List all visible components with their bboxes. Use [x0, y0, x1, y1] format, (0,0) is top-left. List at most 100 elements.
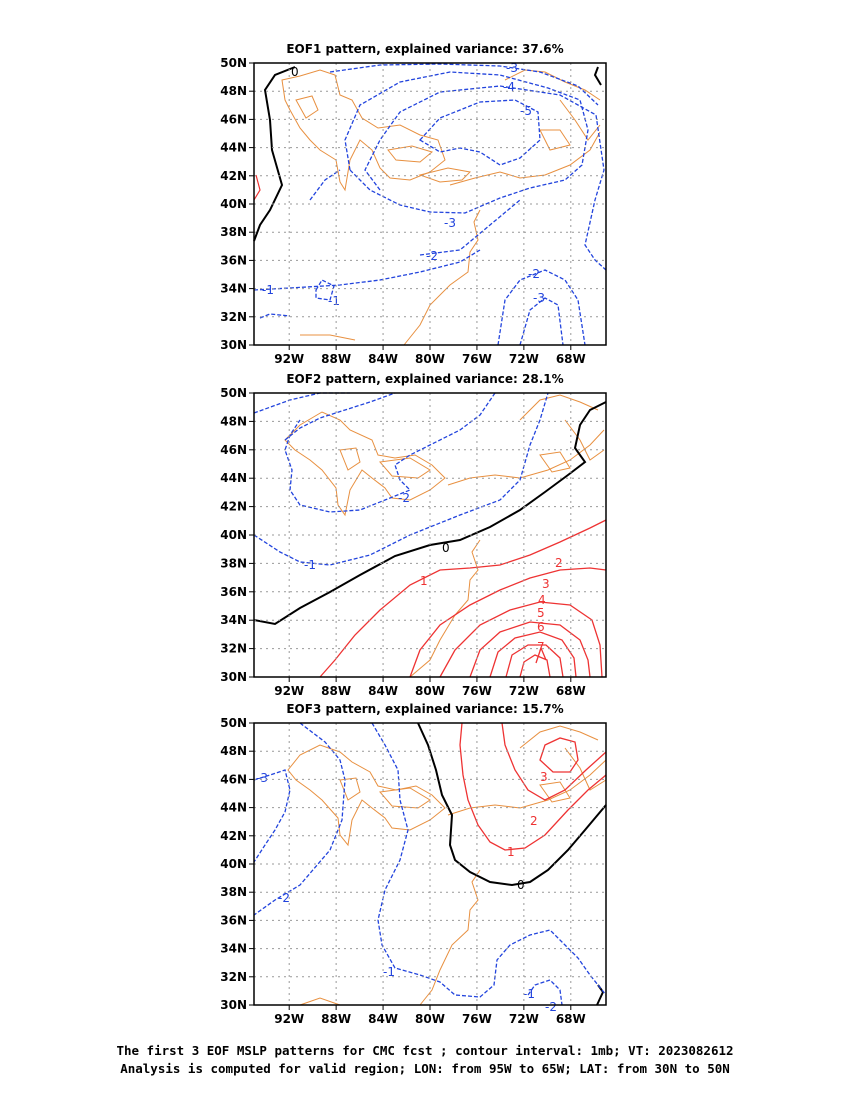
contour-labels: -3 -4 -5 0 -3 -2 -1 -1 -2 -3	[262, 61, 545, 308]
lat-tick-label: 40N	[220, 197, 247, 211]
lat-tick-label: 50N	[220, 716, 247, 730]
contour-label: 3	[540, 770, 548, 784]
lon-tick-label: 76W	[462, 684, 492, 698]
lat-tick-label: 32N	[220, 310, 247, 324]
lat-tick-label: 50N	[220, 56, 247, 70]
lon-tick-label: 68W	[556, 684, 586, 698]
contour-label: -1	[304, 558, 316, 572]
lat-labels: 50N 48N 46N 44N 42N 40N 38N 36N 34N 32N 30N	[220, 56, 247, 352]
lat-tick-label: 32N	[220, 970, 247, 984]
lon-tick-label: 68W	[556, 1012, 586, 1026]
contour-label: 1	[420, 574, 428, 588]
lat-tick-label: 36N	[220, 585, 247, 599]
lat-tick-label: 30N	[220, 998, 247, 1012]
lat-tick-label: 40N	[220, 857, 247, 871]
lat-tick-label: 46N	[220, 443, 247, 457]
lon-labels: 92W 88W 84W 80W 76W 72W 68W	[274, 352, 586, 366]
zero-contour	[253, 401, 607, 626]
axis-ticks	[249, 62, 572, 350]
contour-label: -1	[262, 283, 274, 297]
lat-tick-label: 38N	[220, 225, 247, 239]
lat-lon-grid	[254, 63, 606, 345]
contour-label: 0	[442, 541, 450, 555]
contour-label: -1	[328, 294, 340, 308]
lon-tick-label: 80W	[415, 1012, 445, 1026]
contour-labels: -3 -2 -1 0 1 2 3 -1 -2	[256, 770, 557, 1014]
lon-tick-label: 80W	[415, 684, 445, 698]
lon-tick-label: 88W	[321, 684, 351, 698]
contour-label: 1	[507, 845, 515, 859]
lat-tick-label: 50N	[220, 386, 247, 400]
contour-label: 0	[517, 878, 525, 892]
lat-tick-label: 42N	[220, 829, 247, 843]
contour-label: -3	[506, 61, 518, 75]
contour-label: -3	[533, 291, 545, 305]
lon-tick-label: 84W	[368, 684, 398, 698]
lat-tick-label: 48N	[220, 414, 247, 428]
lat-labels: 50N 48N 46N 44N 42N 40N 38N 36N 34N 32N 30N	[220, 716, 247, 1012]
axis-ticks	[249, 392, 572, 682]
lon-labels: 92W 88W 84W 80W 76W 72W 68W	[274, 1012, 586, 1026]
lon-tick-label: 92W	[274, 684, 304, 698]
figure-caption-line2: Analysis is computed for valid region; L…	[120, 1061, 730, 1076]
axis-ticks	[249, 722, 572, 1010]
lat-tick-label: 30N	[220, 670, 247, 684]
lat-tick-label: 44N	[220, 471, 247, 485]
lat-tick-label: 42N	[220, 500, 247, 514]
lat-tick-label: 46N	[220, 772, 247, 786]
coastline	[284, 394, 605, 678]
lat-lon-grid	[254, 393, 606, 677]
lat-tick-label: 34N	[220, 613, 247, 627]
contour-label: 4	[538, 593, 546, 607]
contours	[253, 722, 607, 1006]
lat-tick-label: 48N	[220, 744, 247, 758]
panel-title: EOF2 pattern, explained variance: 28.1%	[286, 372, 563, 386]
zero-contour	[417, 722, 607, 887]
contour-label: -2	[278, 891, 290, 905]
lon-tick-label: 72W	[509, 684, 539, 698]
contour-label: -2	[545, 1000, 557, 1014]
lat-tick-label: 36N	[220, 253, 247, 267]
coastline	[281, 69, 601, 346]
contour-label: 5	[537, 606, 545, 620]
lat-tick-label: 44N	[220, 141, 247, 155]
lat-tick-label: 38N	[220, 885, 247, 899]
contour-label: -2	[528, 267, 540, 281]
panel-title: EOF3 pattern, explained variance: 15.7%	[286, 702, 563, 716]
lat-tick-label: 48N	[220, 84, 247, 98]
zero-contour	[253, 66, 296, 242]
figure-caption-line1: The first 3 EOF MSLP patterns for CMC fc…	[116, 1043, 734, 1058]
lat-tick-label: 46N	[220, 112, 247, 126]
contour-label: -1	[383, 965, 395, 979]
lon-tick-label: 92W	[274, 352, 304, 366]
contour-label: -1	[523, 987, 535, 1001]
contour-label: -2	[398, 491, 410, 505]
contour-label: 6	[537, 620, 545, 634]
contour-label: 2	[555, 556, 563, 570]
panel-eof1: EOF1 pattern, explained variance: 37.6%	[220, 42, 607, 366]
lat-tick-label: 40N	[220, 528, 247, 542]
contour-label: -4	[503, 80, 515, 94]
lon-tick-label: 80W	[415, 352, 445, 366]
panel-title: EOF1 pattern, explained variance: 37.6%	[286, 42, 563, 56]
lon-tick-label: 68W	[556, 352, 586, 366]
lon-tick-label: 84W	[368, 352, 398, 366]
lat-labels: 50N 48N 46N 44N 42N 40N 38N 36N 34N 32N 30N	[220, 386, 247, 684]
lat-tick-label: 36N	[220, 913, 247, 927]
lon-labels: 92W 88W 84W 80W 76W 72W 68W	[274, 684, 586, 698]
contour-label: -5	[520, 104, 532, 118]
contour-label: 7	[537, 640, 545, 654]
lat-lon-grid	[254, 723, 606, 1005]
panel-eof3: EOF3 pattern, explained variance: 15.7% …	[220, 702, 607, 1026]
lat-tick-label: 32N	[220, 642, 247, 656]
lon-tick-label: 92W	[274, 1012, 304, 1026]
contour-label: 2	[530, 814, 538, 828]
contour-label: -2	[426, 249, 438, 263]
lon-tick-label: 76W	[462, 352, 492, 366]
contour-label: -3	[256, 771, 268, 785]
lon-tick-label: 76W	[462, 1012, 492, 1026]
lon-tick-label: 72W	[509, 352, 539, 366]
panel-eof2: EOF2 pattern, explained variance: 28.1%	[220, 372, 607, 698]
lat-tick-label: 34N	[220, 942, 247, 956]
